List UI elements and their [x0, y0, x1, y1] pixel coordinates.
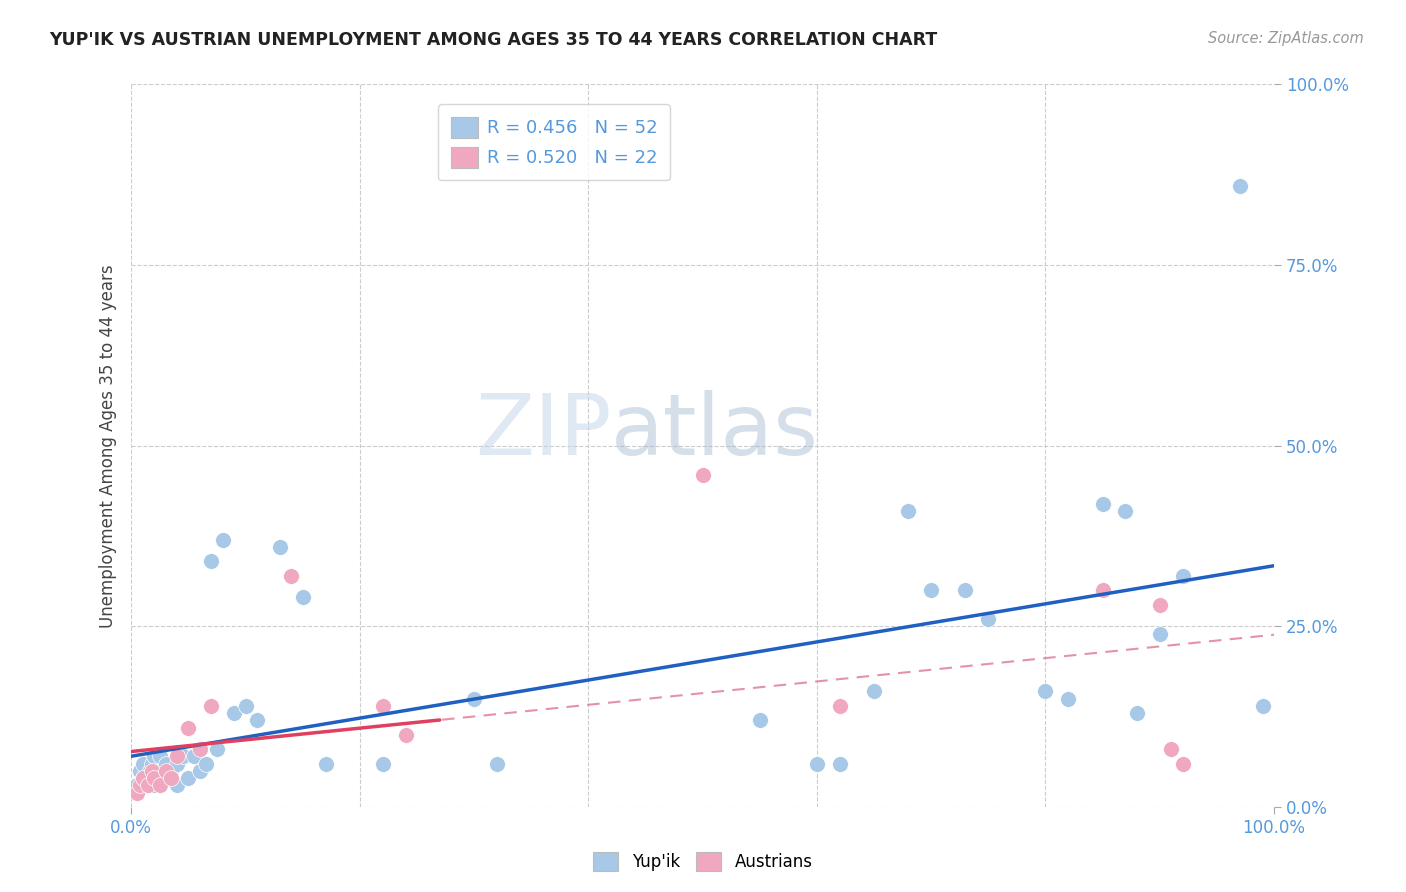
Point	[1160, 742, 1182, 756]
Point	[129, 778, 152, 792]
Point	[371, 698, 394, 713]
Point	[222, 706, 245, 720]
Point	[141, 756, 163, 771]
Point	[166, 778, 188, 792]
Point	[828, 756, 851, 771]
Y-axis label: Unemployment Among Ages 35 to 44 years: Unemployment Among Ages 35 to 44 years	[100, 264, 117, 628]
Point	[1035, 684, 1057, 698]
Point	[485, 756, 508, 771]
Point	[394, 728, 416, 742]
Point	[136, 771, 159, 785]
Point	[315, 756, 337, 771]
Text: Source: ZipAtlas.com: Source: ZipAtlas.com	[1208, 31, 1364, 46]
Point	[371, 756, 394, 771]
Point	[160, 771, 183, 785]
Point	[138, 778, 160, 792]
Point	[149, 764, 172, 778]
Point	[166, 756, 188, 771]
Point	[143, 771, 166, 785]
Point	[211, 533, 233, 547]
Point	[141, 764, 163, 778]
Point	[920, 583, 942, 598]
Point	[145, 771, 167, 785]
Point	[1251, 698, 1274, 713]
Point	[149, 749, 172, 764]
Point	[897, 504, 920, 518]
Point	[125, 778, 148, 792]
Point	[155, 771, 177, 785]
Point	[155, 756, 177, 771]
Point	[138, 764, 160, 778]
Point	[131, 771, 153, 785]
Point	[172, 749, 194, 764]
Point	[160, 764, 183, 778]
Point	[183, 749, 205, 764]
Point	[205, 742, 228, 756]
Point	[806, 756, 828, 771]
Point	[269, 540, 291, 554]
Point	[166, 749, 188, 764]
Point	[177, 771, 200, 785]
Point	[1171, 569, 1194, 583]
Point	[188, 742, 211, 756]
Legend: R = 0.456   N = 52, R = 0.520   N = 22: R = 0.456 N = 52, R = 0.520 N = 22	[439, 104, 671, 180]
Point	[1149, 626, 1171, 640]
Point	[155, 764, 177, 778]
Point	[863, 684, 886, 698]
Point	[149, 778, 172, 792]
Point	[246, 714, 269, 728]
Point	[1057, 691, 1080, 706]
Point	[129, 764, 152, 778]
Point	[131, 756, 153, 771]
Point	[1149, 598, 1171, 612]
Point	[1091, 497, 1114, 511]
Point	[177, 721, 200, 735]
Point	[1126, 706, 1149, 720]
Point	[200, 554, 222, 568]
Point	[280, 569, 302, 583]
Text: atlas: atlas	[612, 390, 820, 473]
Point	[131, 771, 153, 785]
Text: ZIP: ZIP	[475, 390, 612, 473]
Point	[291, 591, 314, 605]
Point	[235, 698, 257, 713]
Point	[200, 698, 222, 713]
Text: YUP'IK VS AUSTRIAN UNEMPLOYMENT AMONG AGES 35 TO 44 YEARS CORRELATION CHART: YUP'IK VS AUSTRIAN UNEMPLOYMENT AMONG AG…	[49, 31, 938, 49]
Point	[125, 786, 148, 800]
Point	[188, 764, 211, 778]
Point	[692, 467, 714, 482]
Point	[134, 778, 156, 792]
Legend: Yup'ik, Austrians: Yup'ik, Austrians	[585, 843, 821, 880]
Point	[143, 778, 166, 792]
Point	[1114, 504, 1136, 518]
Point	[1091, 583, 1114, 598]
Point	[748, 714, 770, 728]
Point	[143, 749, 166, 764]
Point	[463, 691, 485, 706]
Point	[828, 698, 851, 713]
Point	[955, 583, 977, 598]
Point	[194, 756, 217, 771]
Point	[977, 612, 1000, 626]
Point	[1229, 178, 1251, 193]
Point	[1171, 756, 1194, 771]
